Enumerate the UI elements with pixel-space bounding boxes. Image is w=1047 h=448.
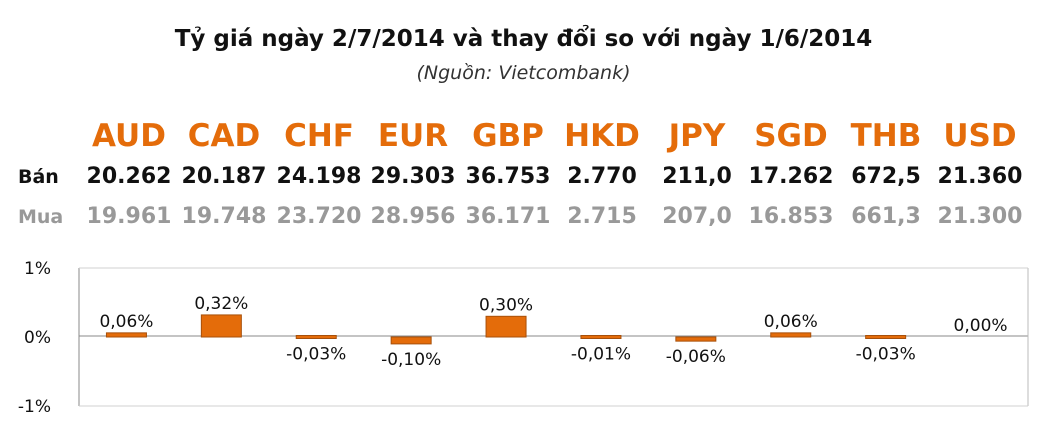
y-tick-label: 0% xyxy=(24,328,51,348)
bar-sgd xyxy=(770,332,812,338)
bar-gbp xyxy=(485,315,527,338)
currency-code-sgd: SGD xyxy=(754,118,828,154)
currency-code-cad: CAD xyxy=(187,118,261,154)
currency-code-usd: USD xyxy=(943,118,1017,154)
sell-rate-aud: 20.262 xyxy=(86,164,172,189)
currency-code-eur: EUR xyxy=(377,118,449,154)
data-label-cad: 0,32% xyxy=(194,294,248,314)
currency-code-hkd: HKD xyxy=(564,118,640,154)
buy-row-label: Mua xyxy=(18,206,64,228)
buy-rate-cad: 19.748 xyxy=(181,204,267,229)
currency-code-aud: AUD xyxy=(92,118,166,154)
y-tick-label: 1% xyxy=(24,259,51,279)
y-tick-labels: 1% 0% -1% xyxy=(18,259,51,417)
buy-rate-chf: 23.720 xyxy=(276,204,362,229)
data-label-sgd: 0,06% xyxy=(764,312,818,332)
data-labels: 0,06% 0,32% -0,03% -0,10% 0,30% -0,01% -0,06% 0… xyxy=(99,294,1007,370)
data-label-eur: -0,10% xyxy=(381,350,441,370)
bar-thb xyxy=(865,335,907,339)
chart-subtitle: (Nguồn: Vietcombank) xyxy=(416,62,631,84)
sell-rate-sgd: 17.262 xyxy=(748,164,834,189)
buy-rate-aud: 19.961 xyxy=(86,204,172,229)
bar-cad xyxy=(200,314,242,338)
buy-rate-hkd: 2.715 xyxy=(567,204,637,229)
sell-rate-cad: 20.187 xyxy=(181,164,267,189)
sell-rate-jpy: 211,0 xyxy=(662,164,732,189)
sell-rate-chf: 24.198 xyxy=(276,164,362,189)
data-label-hkd: -0,01% xyxy=(571,345,631,365)
chart-title: Tỷ giá ngày 2/7/2014 và thay đổi so với … xyxy=(174,26,873,52)
data-label-usd: 0,00% xyxy=(954,316,1008,336)
currency-code-jpy: JPY xyxy=(668,118,726,154)
buy-rate-thb: 661,3 xyxy=(851,204,921,229)
currency-code-chf: CHF xyxy=(284,118,354,154)
currency-code-gbp: GBP xyxy=(472,118,544,154)
buy-rate-eur: 28.956 xyxy=(370,204,456,229)
sell-row-label: Bán xyxy=(18,166,59,188)
sell-rate-thb: 672,5 xyxy=(851,164,921,189)
sell-rate-hkd: 2.770 xyxy=(567,164,637,189)
currency-code-thb: THB xyxy=(850,118,922,154)
change-bar-chart: 1% 0% -1% 0,06% 0,32% -0,03% -0,10% 0,30% -0,01… xyxy=(18,259,1029,417)
sell-rate-usd: 21.360 xyxy=(937,164,1023,189)
data-label-thb: -0,03% xyxy=(856,345,916,365)
buy-rate-sgd: 16.853 xyxy=(748,204,834,229)
y-tick-label: -1% xyxy=(18,397,51,417)
data-label-gbp: 0,30% xyxy=(479,295,533,315)
bar-jpy xyxy=(675,336,717,342)
buy-rate-gbp: 36.171 xyxy=(465,204,551,229)
data-label-chf: -0,03% xyxy=(286,345,346,365)
bar-aud xyxy=(105,332,147,338)
bars xyxy=(105,314,907,345)
bar-chf xyxy=(295,335,337,339)
data-label-aud: 0,06% xyxy=(99,312,153,332)
bar-eur xyxy=(390,336,432,345)
buy-rate-jpy: 207,0 xyxy=(662,204,732,229)
sell-rate-gbp: 36.753 xyxy=(465,164,551,189)
data-label-jpy: -0,06% xyxy=(666,347,726,367)
bar-hkd xyxy=(580,335,622,339)
buy-rate-usd: 21.300 xyxy=(937,204,1023,229)
sell-rate-eur: 29.303 xyxy=(370,164,456,189)
